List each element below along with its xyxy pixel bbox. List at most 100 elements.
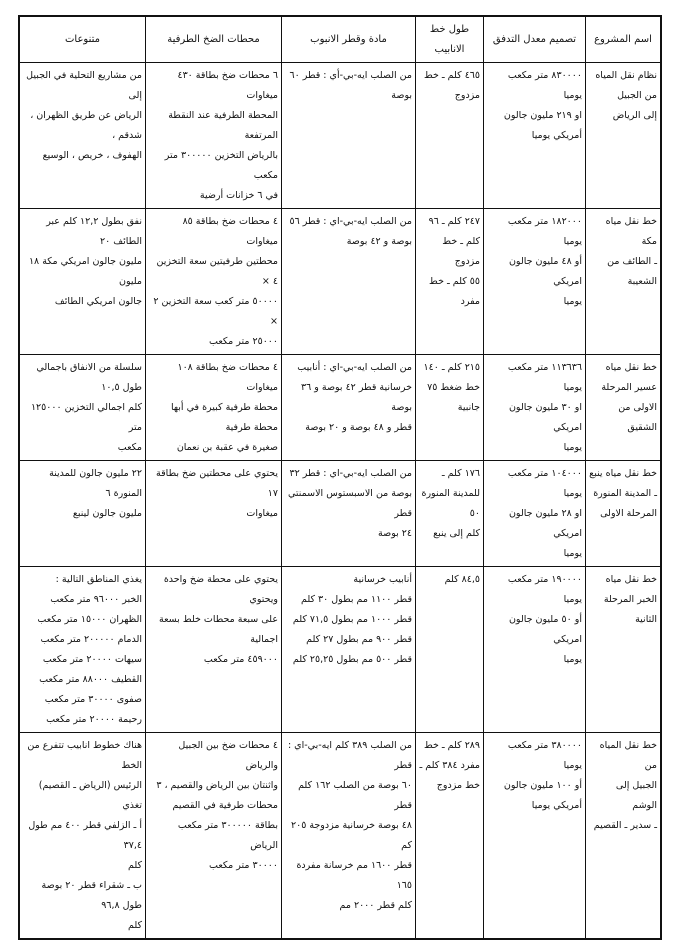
cell-line: كلم	[128, 860, 142, 871]
cell-pumping-stations: ٤ محطات ضخ بطاقة ١٠٨ ميغاوات محطة طرفية ك…	[145, 354, 282, 461]
cell-line: خط نقل مياه ينبع	[589, 468, 657, 479]
cell-line: أمريكي يوميا	[531, 800, 582, 811]
cell-line: الدمام ٢٠٠٠٠٠ متر مكعب	[40, 634, 142, 645]
cell-line: صفوى ٣٠٠٠٠ متر مكعب	[44, 694, 142, 705]
cell-pipe-material: من الصلب ايه-بي-اي : قطر ٣٢ بوصة من الاسب…	[281, 460, 416, 567]
cell-pipeline-length: ٢٨٩ كلم ـ خط مفرد ٣٨٤ كلم ـ خط مزدوج	[415, 732, 484, 940]
cell-miscellaneous: ٢٢ مليون جالون للمدينة المنورة ٦ مليون جا…	[18, 460, 146, 567]
cell-line: القطيف ٨٨٠٠٠ متر مكعب	[39, 674, 142, 685]
cell-project-name: خط نقل مياه مكة ـ الطائف من الشعيبة	[585, 208, 662, 355]
header-row: اسم المشروع تصميم معدل التدفق طول خط الا…	[18, 15, 662, 63]
cell-line: من مشاريع التحلية في الجبيل إلى	[26, 70, 142, 101]
cell-pipeline-length: ٨٤,٥ كلم	[415, 566, 484, 733]
table-row: خط نقل مياه مكة ـ الطائف من الشعيبة ١٨٢٠٠٠ …	[18, 208, 662, 355]
cell-line: نفق بطول ١٢,٢ كلم عبر الطائف ٢٠	[46, 216, 142, 247]
cell-line: أو ٤٨ مليون جالون امريكي	[508, 256, 582, 287]
cell-line: من الصلب ايه-بي-اي : قطر ٥٦	[289, 216, 412, 227]
cell-line: ٤٦٥ كلم ـ خط	[423, 70, 480, 81]
cell-line: خرسانية قطر ٤٢ بوصة و ٣٦ بوصة	[301, 382, 412, 413]
cell-line: المحطة الطرفية عند النقطة المرتفعة	[168, 110, 278, 141]
cell-line: نظام نقل المياه	[595, 70, 657, 81]
cell-line: على سبعة محطات خلط بسعة اجمالية	[159, 614, 278, 645]
cell-flow-rate: ٣٨٠٠٠٠ متر مكعب يوميا أو ١٠٠ مليون جالون أ…	[483, 732, 586, 940]
cell-line: ـ المدينة المنورة	[593, 488, 657, 499]
cell-line: ١١٣٦٣٦ متر مكعب يوميا	[507, 362, 582, 393]
cell-line: الخبر المرحلة	[603, 594, 657, 605]
cell-flow-rate: ١٨٢٠٠٠ متر مكعب يوميا أو ٤٨ مليون جالون ا…	[483, 208, 586, 355]
cell-line: قطر ٩٠٠ مم بطول ٢٧ كلم	[306, 634, 412, 645]
cell-line: بوصة من الاسبستوس الاسمنتي قطر	[288, 488, 412, 519]
cell-line: بالرياض التخزين ٣٠٠٠٠٠ متر مكعب	[164, 150, 278, 181]
cell-line: واثنتان بين الرياض والقصيم ، ٣	[156, 780, 278, 791]
cell-miscellaneous: نفق بطول ١٢,٢ كلم عبر الطائف ٢٠ مليون جال…	[18, 208, 146, 355]
cell-line: ـ سدير ـ القصيم	[593, 820, 657, 831]
cell-line: يحتوي على محطتين ضخ بطاقة ١٧	[156, 468, 278, 499]
header-project-name: اسم المشروع	[585, 15, 662, 63]
cell-line: محطتين طرفيتين سعة التخزين ٤ ×	[156, 256, 278, 287]
cell-line: ٣٠٠٠٠ متر مكعب	[209, 860, 278, 871]
cell-pumping-stations: يحتوي على محطة ضخ واحدة ويحتوي على سبعة م…	[145, 566, 282, 733]
cell-line: خط نقل المياه من	[599, 740, 657, 771]
cell-line: سيهات ٢٠٠٠٠ متر مكعب	[42, 654, 142, 665]
pipeline-projects-table: اسم المشروع تصميم معدل التدفق طول خط الا…	[18, 15, 662, 940]
cell-line: يوميا	[563, 442, 582, 453]
cell-line: ٤ محطات ضخ بطاقة ١٠٨ ميغاوات	[177, 362, 278, 393]
table-row: خط نقل مياه عسير المرحلة الاولى من الشقيق ١…	[18, 354, 662, 461]
cell-line: ٢٥٠٠٠ متر مكعب	[209, 336, 278, 347]
cell-line: خط نقل مياه	[605, 362, 657, 373]
table-row: نظام نقل المياه من الجبيل إلى الرياض ٨٣٠٠٠٠…	[18, 62, 662, 209]
cell-line: ٢٤ بوصة	[378, 528, 412, 539]
cell-line: ٤٥٩٠٠٠ متر مكعب	[203, 654, 278, 665]
cell-line: مزدوج	[454, 90, 480, 101]
cell-line: أ ـ الزلفي قطر ٤٠٠ مم طول ٣٧,٤	[28, 820, 142, 851]
cell-line: جالون امريكي الطائف	[54, 296, 142, 307]
cell-flow-rate: ٨٣٠٠٠٠ متر مكعب يوميا او ٢١٩ مليون جالون أ…	[483, 62, 586, 209]
cell-line: خط نقل مياه مكة	[605, 216, 657, 247]
cell-line: أو ١٠٠ مليون جالون	[503, 780, 582, 791]
cell-line: الهفوف ، خريص ، الوسيع	[42, 150, 142, 161]
cell-line: ٦٠ بوصة من الصلب ١٦٢ كلم قطر	[298, 780, 412, 811]
cell-pipeline-length: ٢٤٧ كلم ـ ٩٦ كلم ـ خط مزدوج ٥٥ كلم ـ خط مفر…	[415, 208, 484, 355]
cell-line: قطر ٥٠٠ مم بطول ٢٥,٢٥ كلم	[292, 654, 412, 665]
cell-line: كلم قطر ٢٠٠٠ مم	[339, 900, 412, 911]
cell-line: الاولى من الشقيق	[618, 402, 657, 433]
cell-line: المرحلة الاولى	[600, 508, 657, 519]
cell-line: ٤ محطات ضخ بين الجبيل والرياض	[178, 740, 278, 771]
cell-line: يوميا	[563, 548, 582, 559]
cell-line: خط ضغط ٧٥	[427, 382, 480, 393]
cell-line: ٣٨٠٠٠٠ متر مكعب يوميا	[507, 740, 582, 771]
cell-line: او ٢١٩ مليون جالون	[503, 110, 582, 121]
cell-miscellaneous: يغذي المناطق التالية : الخبر ٩٦٠٠٠ متر مك…	[18, 566, 146, 733]
cell-line: ميغاوات	[246, 508, 278, 519]
cell-line: كلم	[128, 920, 142, 931]
cell-line: الثانية	[635, 614, 657, 625]
cell-line: قطر ١٠٠٠ مم بطول ٧١,٥ كلم	[292, 614, 412, 625]
cell-project-name: خط نقل مياه عسير المرحلة الاولى من الشقيق	[585, 354, 662, 461]
cell-line: ٨٤,٥ كلم	[444, 574, 480, 585]
cell-pipeline-length: ١٧٦ كلم ـ للمدينة المنورة ٥٠ كلم إلى ينبع	[415, 460, 484, 567]
cell-line: الظهران ١٥٠٠٠ متر مكعب	[37, 614, 142, 625]
cell-line: ب ـ شقراء قطر ٢٠ بوصة طول ٩٦,٨	[41, 880, 142, 911]
cell-line: ـ الطائف من	[607, 256, 657, 267]
cell-miscellaneous: هناك خطوط انابيب تتفرع من الخط الرئيس (ال…	[18, 732, 146, 940]
cell-line: يوميا	[563, 296, 582, 307]
table-row: خط نقل مياه الخبر المرحلة الثانية ١٩٠٠٠٠ مت…	[18, 566, 662, 733]
cell-line: ٢٨٩ كلم ـ خط	[423, 740, 480, 751]
cell-pumping-stations: ٤ محطات ضخ بطاقة ٨٥ ميغاوات محطتين طرفيتي…	[145, 208, 282, 355]
cell-flow-rate: ١٩٠٠٠٠ متر مكعب يوميا أو ٥٠ مليون جالون ا…	[483, 566, 586, 733]
cell-line: بوصة و ٤٢ بوصة	[346, 236, 412, 247]
cell-line: كلم اجمالي التخزين ١٢٥٠٠٠ متر	[30, 402, 142, 433]
cell-line: عسير المرحلة	[601, 382, 657, 393]
cell-flow-rate: ١٠٤٠٠٠ متر مكعب يوميا او ٢٨ مليون جالون ا…	[483, 460, 586, 567]
cell-line: إلى الرياض	[612, 110, 657, 121]
cell-line: قطر ١١٠٠ مم بطول ٣٠ كلم	[301, 594, 412, 605]
cell-line: ٥٥ كلم ـ خط	[429, 276, 480, 287]
cell-pipe-material: من الصلب ٣٨٩ كلم ايه-بي-اي : قطر ٦٠ بوصة …	[281, 732, 416, 940]
cell-pipe-material: من الصلب ايه-بي-أي : قطر ٦٠ بوصة	[281, 62, 416, 209]
cell-line: ٤٨ بوصة خرسانية مزدوجة ٢٠٥ كم	[290, 820, 412, 851]
cell-line: الجبيل إلى الوشم	[615, 780, 657, 811]
cell-line: سلسلة من الانفاق باجمالي طول ١٠,٥	[36, 362, 142, 393]
cell-line: ١٨٢٠٠٠ متر مكعب يوميا	[507, 216, 582, 247]
cell-line: يحتوي على محطة ضخ واحدة ويحتوي	[163, 574, 278, 605]
cell-line: كلم ـ خط مزدوج	[442, 236, 480, 267]
